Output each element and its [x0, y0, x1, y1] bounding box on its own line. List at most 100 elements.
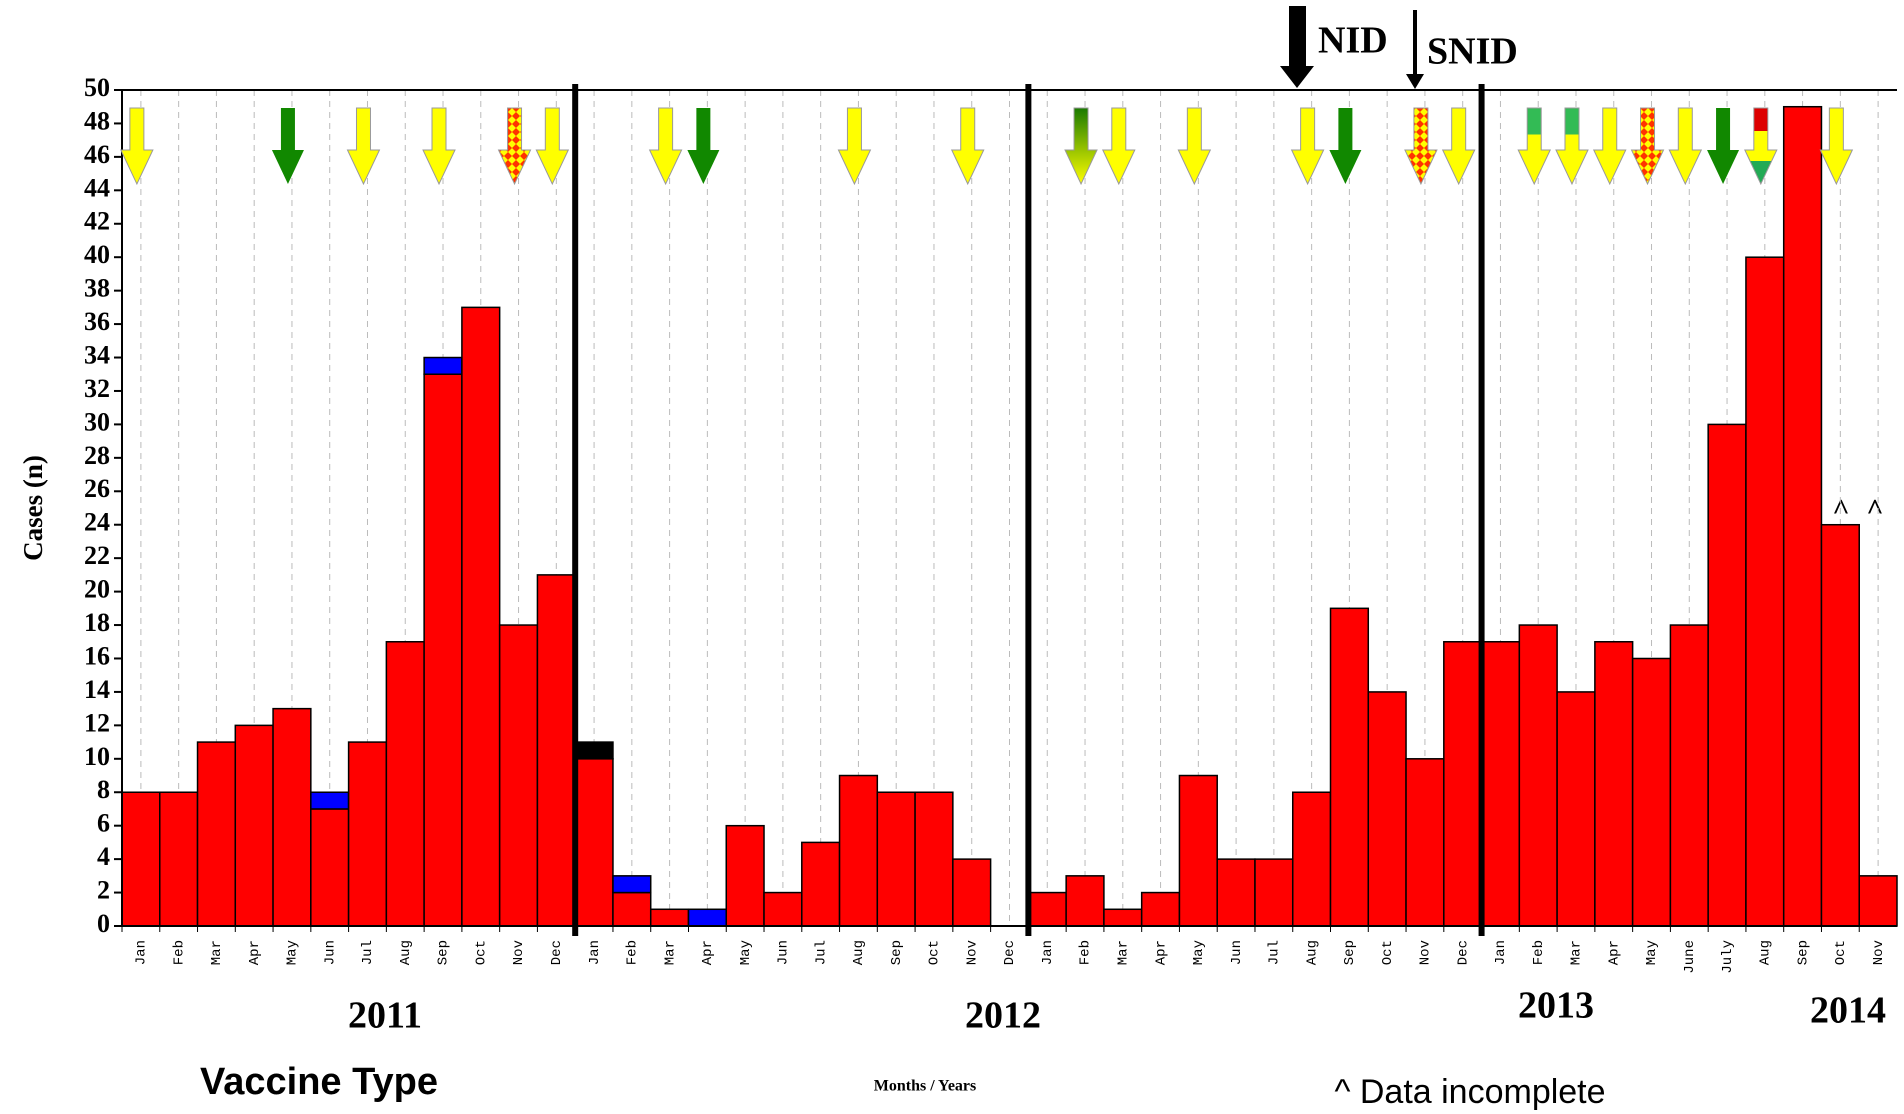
campaign-arrow [1555, 107, 1589, 186]
bar-segment [1443, 641, 1483, 927]
bar-segment [1291, 791, 1332, 927]
x-tick-label: Jan [1040, 940, 1056, 965]
x-tick-label: Jun [322, 940, 338, 965]
x-tick-label: Oct [473, 940, 489, 965]
x-tick-label: Jan [134, 940, 150, 965]
y-tick-label: 0 [97, 909, 110, 938]
x-axis-label: Months / Years [874, 1078, 977, 1095]
bar-segment [612, 891, 652, 927]
y-tick-label: 18 [84, 608, 110, 637]
bar-segment [234, 724, 274, 927]
campaign-arrow [1517, 107, 1552, 186]
year-label: 2014 [1810, 990, 1886, 1032]
snid-label: SNID [1427, 31, 1518, 73]
x-tick-label: Apr [1606, 940, 1622, 965]
x-tick-label: Dec [1455, 940, 1471, 965]
incomplete-note: ^ Data incomplete [1334, 1073, 1605, 1111]
incomplete-mark: ^ [1832, 493, 1849, 526]
year-label: 2012 [965, 995, 1041, 1037]
x-tick-label: Oct [927, 940, 943, 965]
y-tick-label: 4 [97, 842, 110, 871]
campaign-arrow [837, 107, 872, 186]
bar-segment [1367, 691, 1407, 927]
y-tick-label: 28 [84, 441, 110, 470]
bar-segment [1254, 858, 1294, 927]
y-tick-label: 8 [97, 775, 110, 804]
x-tick-label: Jun [1229, 940, 1245, 965]
campaign-arrow [1707, 108, 1740, 184]
x-tick-label: Jan [587, 940, 603, 965]
y-tick-label: 30 [84, 407, 110, 436]
campaign-arrow [1064, 107, 1098, 186]
bar-segment [159, 791, 199, 927]
x-tick-label: Aug [398, 940, 414, 965]
y-tick-label: 16 [84, 641, 110, 670]
x-tick-label: Nov [1418, 940, 1434, 965]
x-tick-label: May [1644, 940, 1660, 965]
bar-segment [1594, 641, 1634, 927]
x-tick-label: Apr [700, 940, 716, 965]
bar-segment [461, 306, 501, 927]
bar-segment [1065, 875, 1105, 927]
campaign-arrow [1329, 108, 1362, 184]
campaign-arrow [1668, 107, 1703, 186]
bar-segment [1820, 523, 1860, 927]
incomplete-mark: ^ [1866, 493, 1883, 526]
bar-segment [914, 791, 954, 927]
y-tick-label: 6 [97, 809, 110, 838]
y-tick-label: 24 [84, 508, 110, 537]
y-tick-label: 2 [97, 876, 110, 905]
vaccine-type-label: Vaccine Type [200, 1061, 438, 1103]
x-tick-label: Jul [813, 940, 829, 965]
bar-segment [952, 858, 992, 927]
campaign-arrow [346, 107, 381, 186]
campaign-arrow [950, 107, 985, 186]
campaign-arrow [1441, 107, 1476, 186]
y-tick-label: 50 [84, 73, 110, 102]
bar-segment [649, 908, 690, 927]
y-tick-label: 14 [84, 675, 110, 704]
campaign-arrow [1290, 107, 1325, 186]
x-tick-label: Mar [1569, 940, 1585, 965]
bar-segment [1178, 774, 1218, 927]
bar-segment [1745, 256, 1785, 927]
campaign-arrow [497, 107, 532, 186]
bar-segment [1103, 908, 1143, 927]
x-tick-label: Jul [1267, 940, 1283, 965]
bar-segment [725, 824, 765, 927]
bar-segment [1518, 624, 1558, 927]
y-tick-label: 20 [84, 575, 110, 604]
bar-segment [1216, 858, 1256, 927]
campaign-arrow [1404, 107, 1438, 186]
bar-segment [196, 741, 237, 927]
y-tick-label: 40 [84, 240, 110, 269]
nid-arrow [1280, 6, 1314, 88]
x-tick-label: Nov [1871, 940, 1887, 965]
bar-segment [1631, 657, 1672, 927]
campaign-arrow [648, 107, 683, 186]
y-tick-label: 26 [84, 474, 110, 503]
x-tick-label: Aug [1304, 940, 1320, 965]
x-tick-label: Feb [625, 940, 641, 965]
x-tick-label: Apr [1153, 940, 1169, 965]
bar-segment [574, 741, 614, 760]
y-tick-label: 10 [84, 742, 110, 771]
bar-segment [1480, 641, 1521, 927]
x-tick-label: Jun [776, 940, 792, 965]
bar-segment [1027, 891, 1067, 927]
campaign-arrow [422, 107, 456, 186]
x-tick-label: Nov [964, 940, 980, 965]
x-tick-label: Feb [1531, 940, 1547, 965]
nid-label: NID [1318, 20, 1388, 62]
x-tick-label: Apr [247, 940, 263, 965]
bar-segment [1140, 891, 1181, 927]
bar-segment [801, 841, 841, 927]
campaign-arrow [1177, 107, 1212, 186]
x-tick-label: Sep [436, 940, 452, 965]
y-tick-label: 44 [84, 173, 110, 202]
x-tick-label: May [1191, 940, 1207, 965]
x-tick-label: May [285, 940, 301, 965]
bar-segment [1782, 105, 1823, 927]
